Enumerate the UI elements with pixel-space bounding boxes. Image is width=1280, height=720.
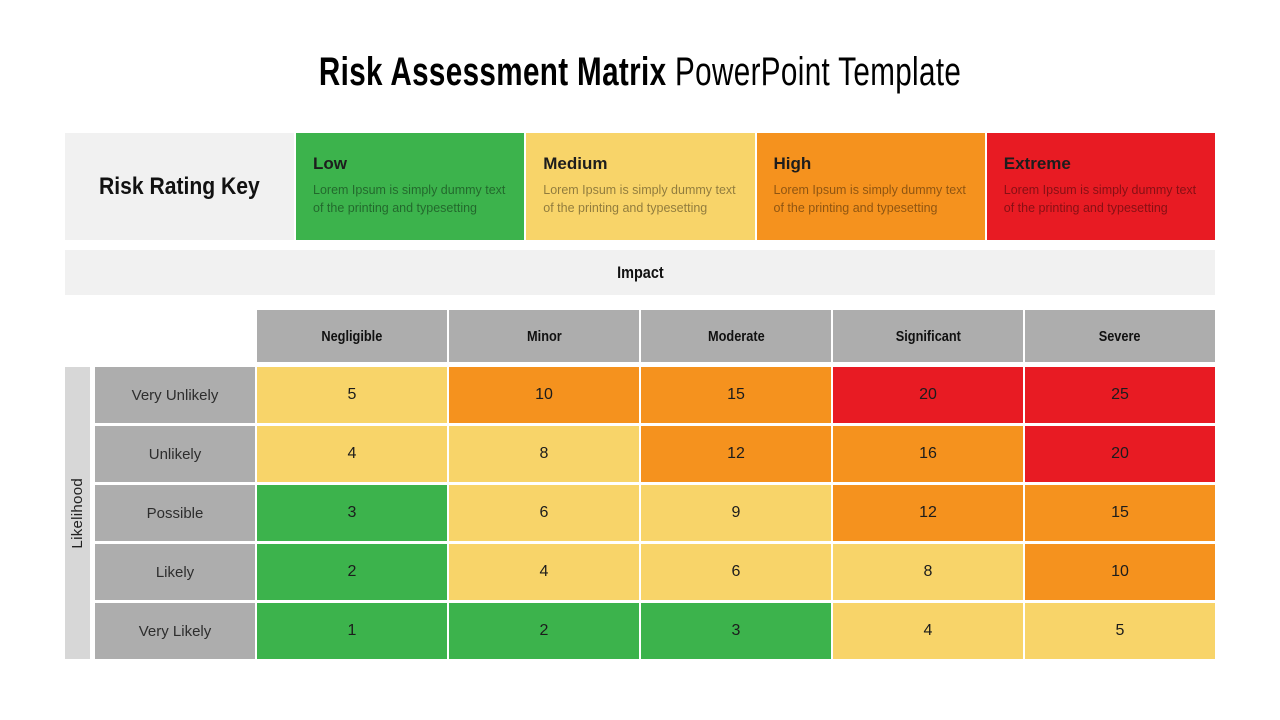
matrix-cell: 5 [257,367,447,423]
matrix-rows: Very Unlikely 5 10 15 20 25 Unlikely 4 8… [95,367,1215,659]
row-label-likely: Likely [95,544,255,600]
likelihood-axis-bar: Likelihood [65,367,90,659]
matrix-cell: 4 [833,603,1023,659]
matrix-cell: 3 [257,485,447,541]
matrix-cell: 20 [1025,426,1215,482]
risk-rating-key-label: Risk Rating Key [99,172,260,200]
column-header-label: Minor [526,327,562,345]
row-label-unlikely: Unlikely [95,426,255,482]
row-label-possible: Possible [95,485,255,541]
key-item-extreme: Extreme Lorem Ipsum is simply dummy text… [986,133,1215,240]
risk-matrix: Likelihood Very Unlikely 5 10 15 20 25 U… [65,367,1215,659]
matrix-cell: 20 [833,367,1023,423]
key-item-description: Lorem Ipsum is simply dummy text of the … [773,183,966,216]
page-title: Risk Assessment Matrix PowerPoint Templa… [0,50,1280,95]
matrix-cell: 1 [257,603,447,659]
column-header-significant: Significant [833,310,1023,362]
column-header-label: Severe [1099,327,1141,345]
key-item-high: High Lorem Ipsum is simply dummy text of… [756,133,985,240]
matrix-cell: 6 [449,485,639,541]
matrix-cell: 2 [257,544,447,600]
matrix-row-very-unlikely: Very Unlikely 5 10 15 20 25 [95,367,1215,423]
matrix-cell: 15 [641,367,831,423]
matrix-cell: 8 [833,544,1023,600]
key-item-description: Lorem Ipsum is simply dummy text of the … [543,183,736,216]
key-item-name: Extreme [1003,154,1071,173]
key-item-name: Low [313,154,347,173]
key-item-medium: Medium Lorem Ipsum is simply dummy text … [526,133,755,240]
column-header-label: Negligible [321,327,383,345]
matrix-column-headers: Negligible Minor Moderate Significant Se… [65,310,1215,362]
matrix-cell: 10 [449,367,639,423]
column-header-moderate: Moderate [641,310,831,362]
column-header-severe: Severe [1025,310,1215,362]
matrix-cell: 8 [449,426,639,482]
row-label-very-unlikely: Very Unlikely [95,367,255,423]
matrix-cell: 15 [1025,485,1215,541]
key-item-name: Medium [543,154,608,173]
matrix-cell: 2 [449,603,639,659]
matrix-cell: 12 [641,426,831,482]
column-header-label: Significant [895,327,961,345]
matrix-cell: 9 [641,485,831,541]
matrix-row-likely: Likely 2 4 6 8 10 [95,544,1215,600]
risk-rating-key: Risk Rating Key Low Lorem Ipsum is simpl… [65,133,1215,240]
matrix-row-unlikely: Unlikely 4 8 12 16 20 [95,426,1215,482]
matrix-cell: 12 [833,485,1023,541]
matrix-cell: 25 [1025,367,1215,423]
column-header-label: Moderate [707,327,765,345]
matrix-cell: 4 [257,426,447,482]
risk-rating-key-label-box: Risk Rating Key [65,133,294,240]
key-item-low: Low Lorem Ipsum is simply dummy text of … [296,133,525,240]
column-header-negligible: Negligible [257,310,447,362]
matrix-row-possible: Possible 3 6 9 12 15 [95,485,1215,541]
title-main: Risk Assessment Matrix [318,50,667,94]
likelihood-axis-label: Likelihood [69,477,86,549]
matrix-row-very-likely: Very Likely 1 2 3 4 5 [95,603,1215,659]
key-item-name: High [773,154,812,173]
matrix-cell: 4 [449,544,639,600]
row-label-very-likely: Very Likely [95,603,255,659]
header-spacer [65,310,255,362]
impact-axis-label: Impact [616,262,664,282]
key-item-description: Lorem Ipsum is simply dummy text of the … [1003,183,1197,216]
matrix-cell: 3 [641,603,831,659]
key-item-description: Lorem Ipsum is simply dummy text of the … [313,183,506,216]
matrix-cell: 5 [1025,603,1215,659]
impact-axis-bar: Impact [65,250,1215,295]
matrix-cell: 6 [641,544,831,600]
matrix-cell: 10 [1025,544,1215,600]
title-suffix: PowerPoint Template [674,50,962,94]
matrix-cell: 16 [833,426,1023,482]
column-header-minor: Minor [449,310,639,362]
